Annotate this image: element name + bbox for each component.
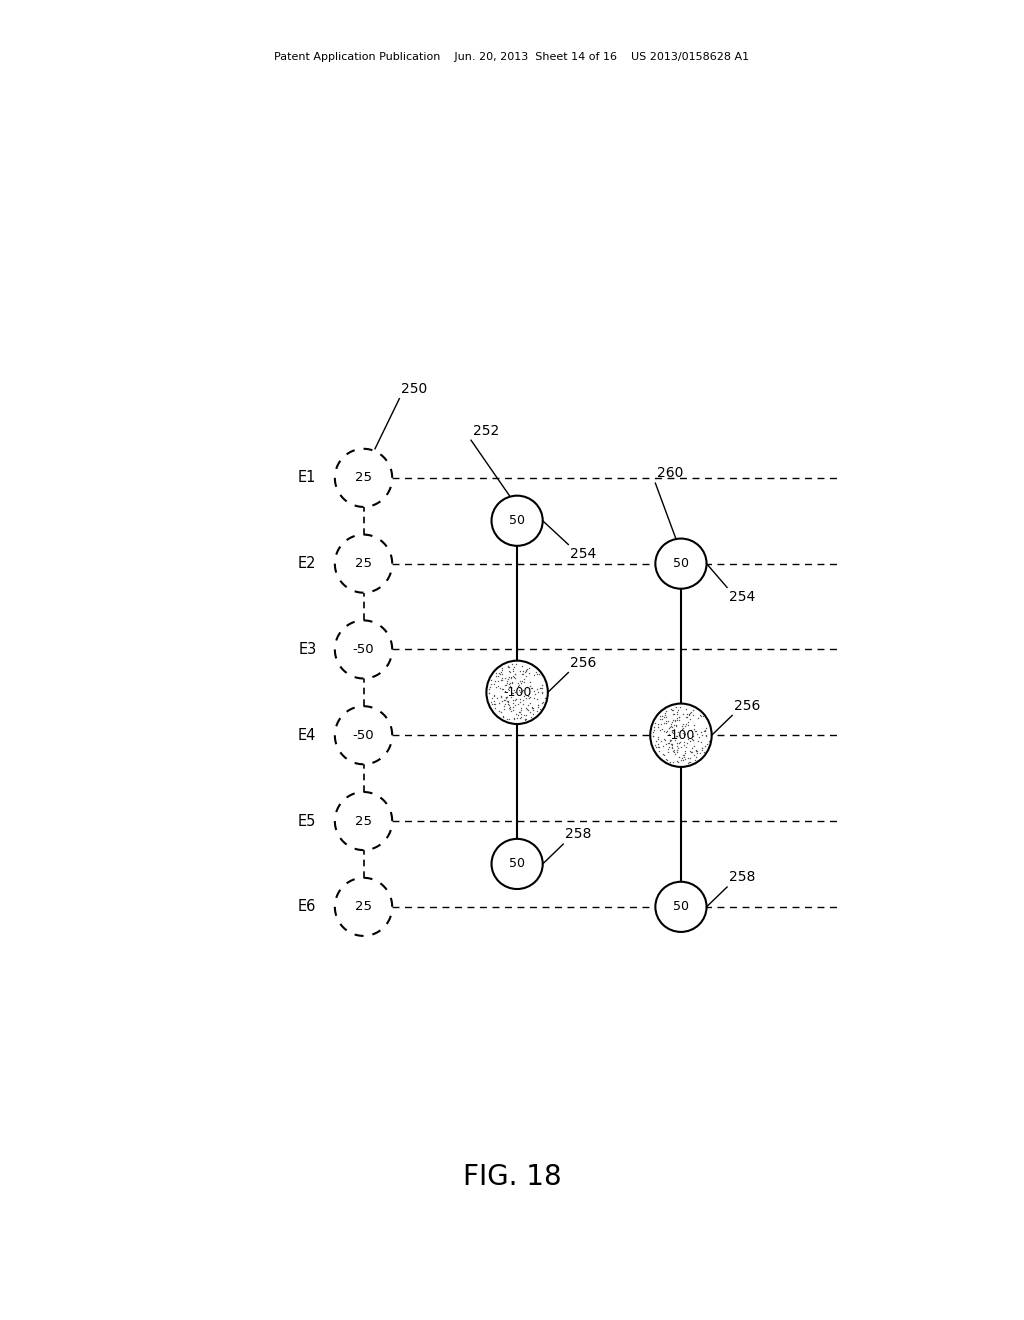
- Ellipse shape: [335, 878, 392, 936]
- Ellipse shape: [335, 449, 392, 507]
- Ellipse shape: [335, 792, 392, 850]
- Text: Patent Application Publication    Jun. 20, 2013  Sheet 14 of 16    US 2013/01586: Patent Application Publication Jun. 20, …: [274, 51, 750, 62]
- Text: 250: 250: [401, 381, 428, 396]
- Ellipse shape: [655, 539, 707, 589]
- Text: E1: E1: [298, 470, 316, 486]
- Text: 50: 50: [673, 900, 689, 913]
- Text: 254: 254: [729, 590, 756, 605]
- Ellipse shape: [492, 840, 543, 890]
- Text: 260: 260: [657, 466, 684, 480]
- Text: FIG. 18: FIG. 18: [463, 1163, 561, 1192]
- Text: 50: 50: [509, 858, 525, 870]
- Text: -100: -100: [503, 686, 531, 698]
- Text: 258: 258: [565, 828, 592, 842]
- Ellipse shape: [492, 496, 543, 546]
- Ellipse shape: [335, 620, 392, 678]
- Text: 50: 50: [509, 515, 525, 527]
- Text: E3: E3: [298, 642, 316, 657]
- Text: 258: 258: [729, 870, 756, 884]
- Text: 25: 25: [355, 557, 372, 570]
- Text: 252: 252: [473, 424, 500, 438]
- Text: 256: 256: [734, 698, 761, 713]
- Text: 25: 25: [355, 900, 372, 913]
- Text: 25: 25: [355, 814, 372, 828]
- Ellipse shape: [335, 535, 392, 593]
- Text: E4: E4: [298, 727, 316, 743]
- Text: E5: E5: [298, 813, 316, 829]
- Text: 254: 254: [570, 548, 597, 561]
- Text: E2: E2: [298, 556, 316, 572]
- Ellipse shape: [335, 706, 392, 764]
- Text: -50: -50: [352, 643, 375, 656]
- Text: E6: E6: [298, 899, 316, 915]
- Text: -50: -50: [352, 729, 375, 742]
- Ellipse shape: [655, 882, 707, 932]
- Text: -100: -100: [667, 729, 695, 742]
- Text: 50: 50: [673, 557, 689, 570]
- Ellipse shape: [486, 660, 548, 723]
- Text: 25: 25: [355, 471, 372, 484]
- Ellipse shape: [650, 704, 712, 767]
- Text: 256: 256: [570, 656, 597, 671]
